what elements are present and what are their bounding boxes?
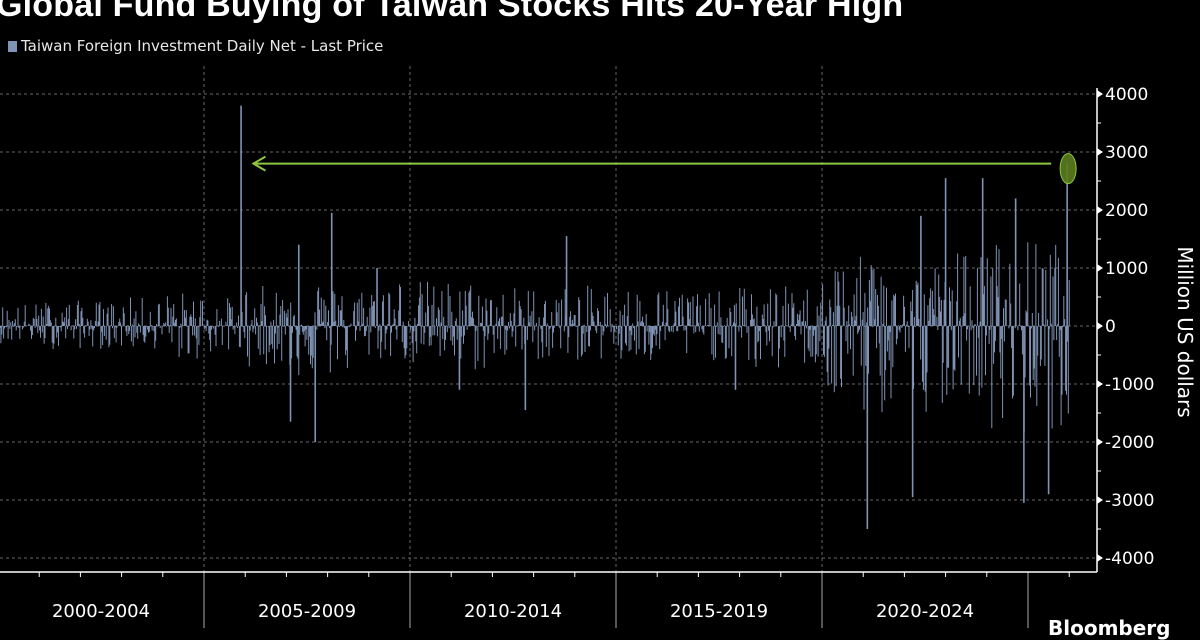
legend: Taiwan Foreign Investment Daily Net - La… xyxy=(8,37,383,55)
y-tick-mark xyxy=(1097,380,1103,388)
y-tick-mark xyxy=(1097,148,1103,156)
y-tick-label: 1000 xyxy=(1105,259,1148,279)
annotation xyxy=(251,153,1077,185)
y-tick-mark xyxy=(1097,554,1103,562)
y-tick-mark xyxy=(1097,496,1103,504)
y-tick-mark xyxy=(1097,438,1103,446)
y-tick-label: -4000 xyxy=(1105,549,1154,569)
y-tick-mark xyxy=(1097,90,1103,98)
y-tick-label: 4000 xyxy=(1105,85,1148,105)
gridlines xyxy=(0,66,1097,572)
bloomberg-logo: Bloomberg xyxy=(1048,616,1171,640)
x-category-label: 2015-2019 xyxy=(670,601,768,622)
y-axis-label: Million US dollars xyxy=(1173,246,1197,417)
y-tick-label: -2000 xyxy=(1105,433,1154,453)
legend-swatch xyxy=(8,40,17,52)
highlight-marker xyxy=(1059,153,1077,185)
legend-label: Taiwan Foreign Investment Daily Net - La… xyxy=(21,37,384,55)
y-tick-mark xyxy=(1097,322,1103,330)
y-tick-label: -1000 xyxy=(1105,375,1154,395)
y-tick-label: -3000 xyxy=(1105,491,1154,511)
x-category-label: 2010-2014 xyxy=(464,601,562,622)
chart-title: Global Fund Buying of Taiwan Stocks Hits… xyxy=(0,0,904,24)
x-category-label: 2020-2024 xyxy=(876,601,974,622)
y-tick-label: 3000 xyxy=(1105,143,1148,163)
y-tick-label: 0 xyxy=(1105,317,1116,337)
data-series xyxy=(0,105,1070,529)
x-category-label: 2000-2004 xyxy=(52,601,150,622)
axes: 4000 3000 2000 1000 0 -1000 -2000 -3000 -4000 200… xyxy=(0,85,1154,628)
y-tick-mark xyxy=(1097,264,1103,272)
arrowhead-icon xyxy=(251,155,266,172)
y-tick-label: 2000 xyxy=(1105,201,1148,221)
x-category-label: 2005-2009 xyxy=(258,601,356,622)
y-tick-mark xyxy=(1097,206,1103,214)
